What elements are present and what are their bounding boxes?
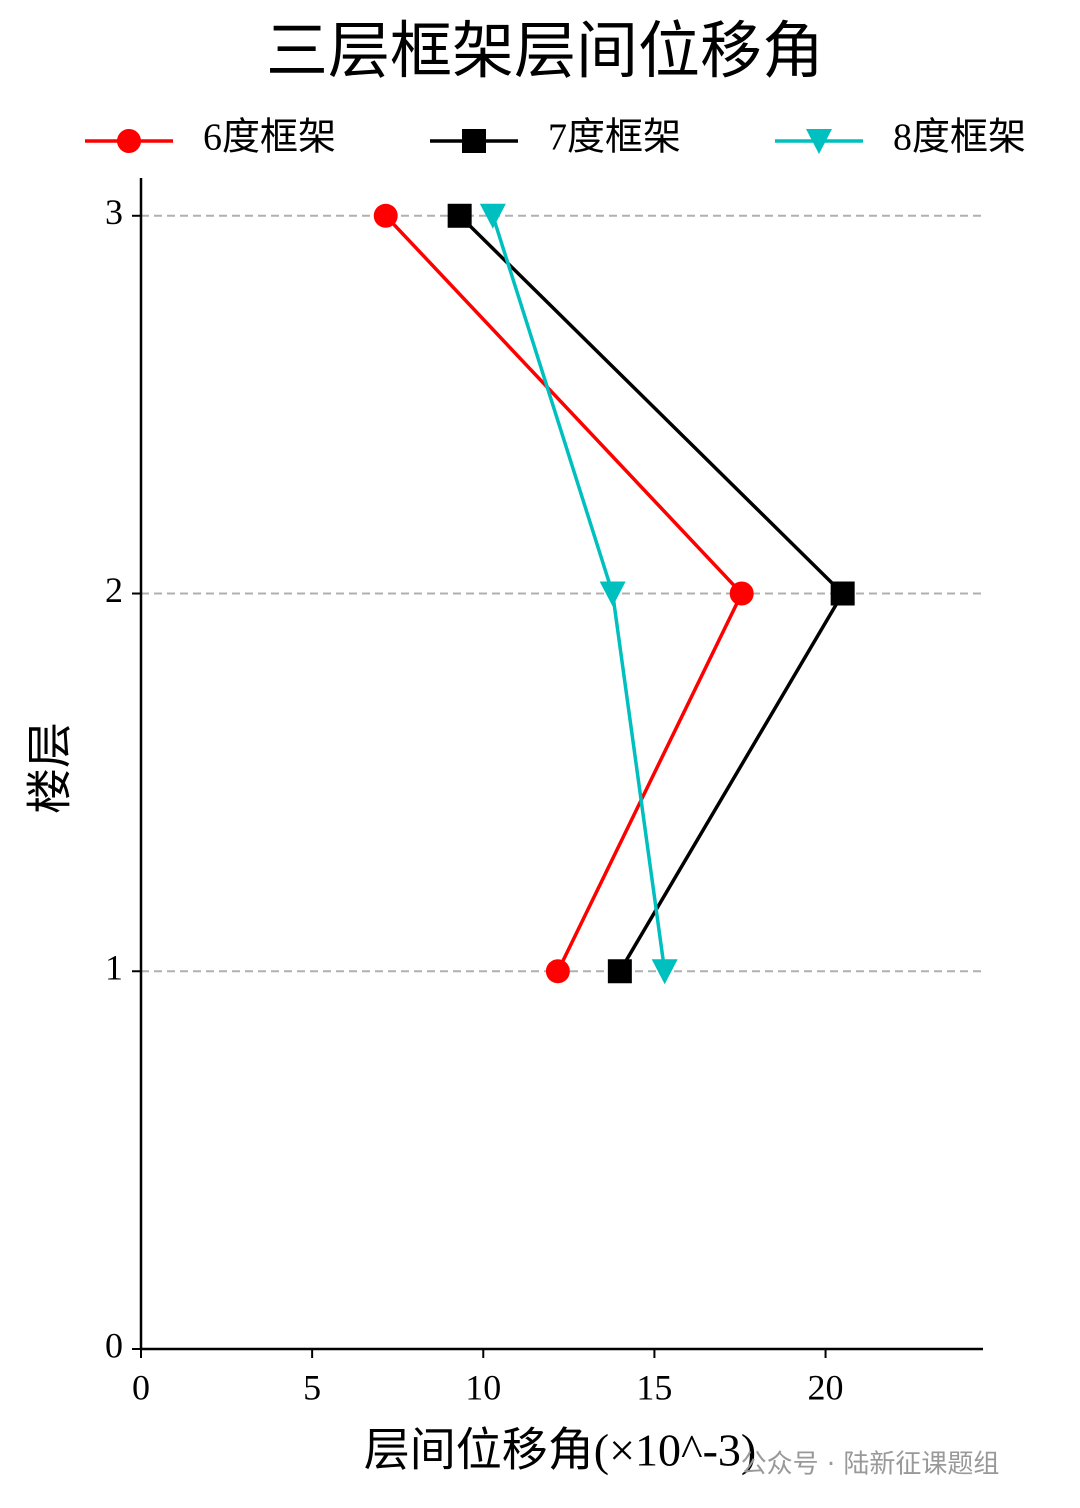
marker [729, 581, 754, 606]
x-tick-label: 15 [636, 1367, 672, 1407]
marker [651, 959, 678, 985]
watermark: 公众号 · 陆新征课题组 [741, 1450, 1000, 1480]
marker [462, 129, 486, 153]
legend-label: 6度框架 [203, 117, 336, 159]
legend-label: 7度框架 [548, 117, 681, 159]
y-tick-label: 2 [105, 570, 123, 610]
marker [373, 203, 398, 228]
legend-label: 8度框架 [893, 117, 1026, 159]
marker [607, 959, 632, 984]
x-tick-label: 10 [465, 1367, 501, 1407]
x-tick-label: 0 [132, 1367, 150, 1407]
y-tick-label: 0 [105, 1325, 123, 1365]
marker [599, 581, 626, 607]
y-tick-label: 3 [105, 192, 123, 232]
x-tick-label: 5 [303, 1367, 321, 1407]
marker [806, 129, 832, 154]
x-axis-label: 层间位移角(×10^-3) [364, 1425, 756, 1476]
marker [117, 129, 141, 153]
marker [545, 959, 570, 984]
y-axis-label: 楼层 [25, 722, 76, 814]
marker [479, 203, 506, 229]
marker [830, 581, 855, 606]
y-tick-label: 1 [105, 948, 123, 988]
chart-title: 三层框架层间位移角 [266, 18, 824, 86]
x-tick-label: 20 [808, 1367, 844, 1407]
marker [447, 203, 472, 228]
